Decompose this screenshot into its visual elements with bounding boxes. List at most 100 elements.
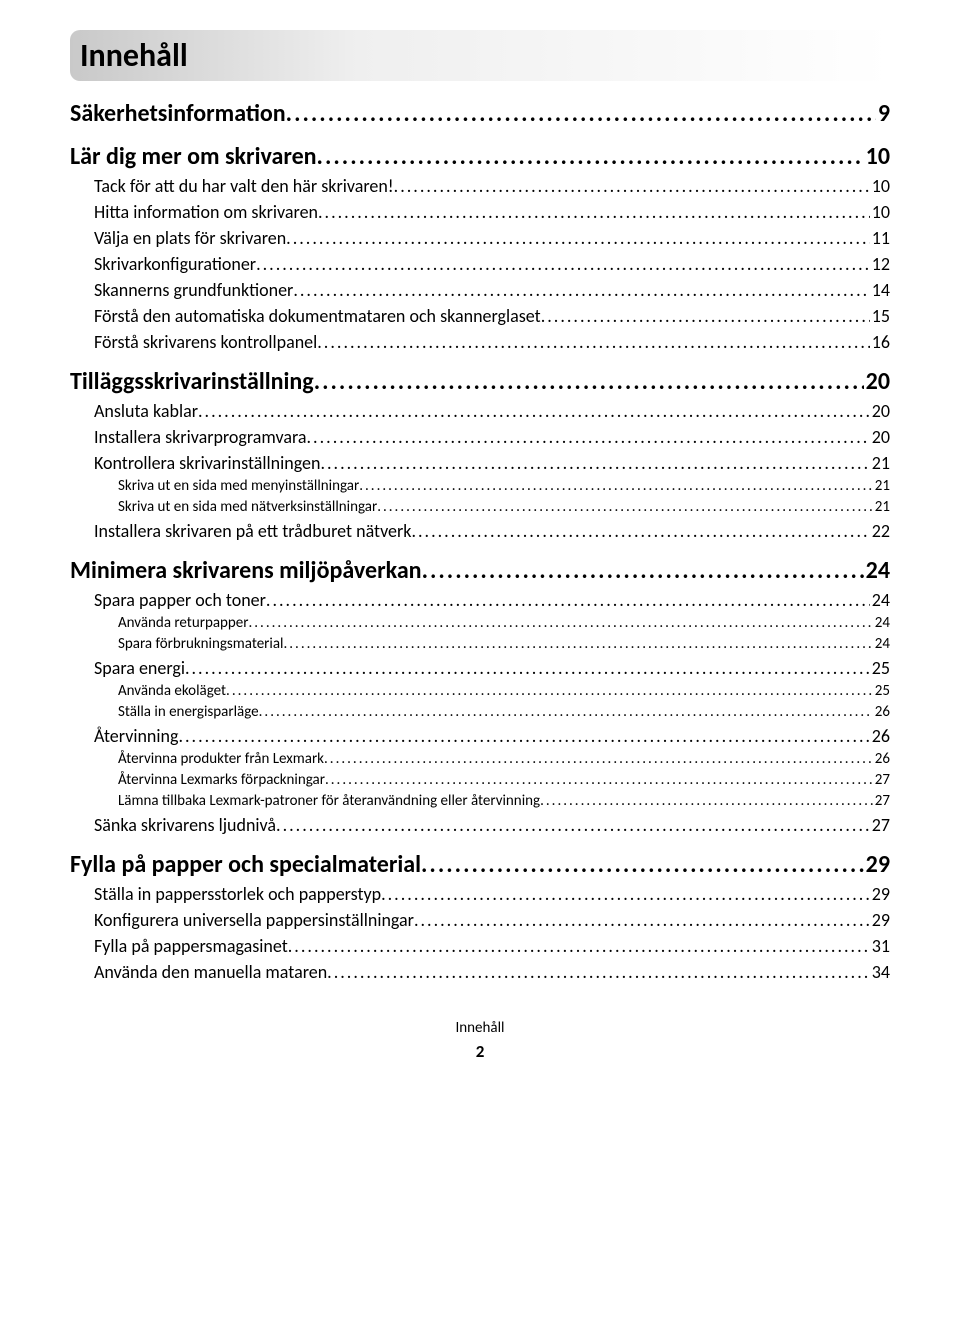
toc-leader-dots xyxy=(266,589,870,611)
toc-label: Spara förbrukningsmaterial xyxy=(118,635,283,653)
toc-leader-dots xyxy=(314,367,864,396)
toc-label: Återvinning xyxy=(94,725,178,747)
toc-leader-dots xyxy=(286,227,870,249)
toc-entry: Tack för att du har valt den här skrivar… xyxy=(94,175,890,197)
toc-leader-dots xyxy=(256,253,870,275)
toc-leader-dots xyxy=(381,883,870,905)
toc-entry: Återvinning 26 xyxy=(94,725,890,747)
toc-label: Återvinna Lexmarks förpackningar xyxy=(118,771,325,789)
toc-label: Konfigurera universella pappersinställni… xyxy=(94,909,414,931)
toc-label: Spara energi xyxy=(94,657,185,679)
toc-label: Skannerns grundfunktioner xyxy=(94,279,293,301)
toc-page-number: 21 xyxy=(873,498,890,516)
toc-entry: Skrivarkonfigurationer 12 xyxy=(94,253,890,275)
toc-page-number: 9 xyxy=(876,99,890,128)
toc-leader-dots xyxy=(178,725,869,747)
toc-page-number: 20 xyxy=(870,426,890,448)
toc-leader-dots xyxy=(293,279,869,301)
toc-page-number: 10 xyxy=(870,175,890,197)
toc-entry: Förstå skrivarens kontrollpanel 16 xyxy=(94,331,890,353)
toc-leader-dots xyxy=(283,635,872,653)
toc-entry: Använda den manuella mataren 34 xyxy=(94,961,890,983)
toc-label: Minimera skrivarens miljöpåverkan xyxy=(70,556,422,585)
toc-entry: Spara papper och toner 24 xyxy=(94,589,890,611)
toc-page-number: 34 xyxy=(870,961,890,983)
footer-page-number: 2 xyxy=(70,1041,890,1062)
toc-label: Installera skrivaren på ett trådburet nä… xyxy=(94,520,411,542)
toc-page-number: 14 xyxy=(870,279,890,301)
toc-page-number: 20 xyxy=(870,400,890,422)
toc-page-number: 22 xyxy=(870,520,890,542)
toc-entry: Återvinna produkter från Lexmark26 xyxy=(118,750,890,768)
toc-label: Tilläggsskrivarinställning xyxy=(70,367,314,396)
toc-leader-dots xyxy=(377,498,873,516)
toc-entry: Använda ekoläget25 xyxy=(118,682,890,700)
toc-label: Använda den manuella mataren xyxy=(94,961,327,983)
toc-leader-dots xyxy=(259,703,873,721)
toc-label: Ansluta kablar xyxy=(94,400,198,422)
toc-leader-dots xyxy=(317,331,869,353)
toc-page-number: 29 xyxy=(864,850,890,879)
toc-leader-dots xyxy=(286,99,876,128)
toc-label: Skrivarkonfigurationer xyxy=(94,253,256,275)
toc-label: Spara papper och toner xyxy=(94,589,266,611)
toc-page-number: 24 xyxy=(864,556,890,585)
toc-page-number: 21 xyxy=(873,477,890,495)
toc-entry: Ansluta kablar 20 xyxy=(94,400,890,422)
toc-leader-dots xyxy=(359,477,873,495)
toc-leader-dots xyxy=(325,771,873,789)
toc-leader-dots xyxy=(320,452,869,474)
toc-label: Installera skrivarprogramvara xyxy=(94,426,307,448)
toc-label: Lär dig mer om skrivaren xyxy=(70,142,317,171)
toc-label: Hitta information om skrivaren xyxy=(94,201,318,223)
toc-label: Återvinna produkter från Lexmark xyxy=(118,750,324,768)
toc-entry: Sänka skrivarens ljudnivå27 xyxy=(94,814,890,836)
toc-entry: Säkerhetsinformation9 xyxy=(70,99,890,128)
toc-entry: Lär dig mer om skrivaren 10 xyxy=(70,142,890,171)
toc-label: Lämna tillbaka Lexmark-patroner för åter… xyxy=(118,792,540,810)
toc-page-number: 24 xyxy=(870,589,890,611)
toc-page-number: 29 xyxy=(870,909,890,931)
toc-entry: Förstå den automatiska dokumentmataren o… xyxy=(94,305,890,327)
toc-label: Förstå skrivarens kontrollpanel xyxy=(94,331,317,353)
toc-page-number: 27 xyxy=(873,792,890,810)
toc-leader-dots xyxy=(411,520,869,542)
toc-leader-dots xyxy=(540,792,873,810)
toc-entry: Installera skrivaren på ett trådburet nä… xyxy=(94,520,890,542)
footer-label: Innehåll xyxy=(70,1019,890,1037)
toc-entry: Använda returpapper24 xyxy=(118,614,890,632)
toc-page-number: 29 xyxy=(870,883,890,905)
toc-label: Förstå den automatiska dokumentmataren o… xyxy=(94,305,541,327)
toc-page-number: 16 xyxy=(870,331,890,353)
toc-leader-dots xyxy=(226,682,873,700)
toc-leader-dots xyxy=(248,614,872,632)
page-title: Innehåll xyxy=(80,36,874,75)
toc-entry: Fylla på pappersmagasinet31 xyxy=(94,935,890,957)
toc-page-number: 20 xyxy=(864,367,890,396)
toc-page-number: 24 xyxy=(873,635,890,653)
toc-page-number: 26 xyxy=(870,725,890,747)
toc-page-number: 10 xyxy=(870,201,890,223)
toc-label: Ställa in energisparläge xyxy=(118,703,259,721)
toc-page-number: 11 xyxy=(870,227,890,249)
toc-entry: Hitta information om skrivaren 10 xyxy=(94,201,890,223)
table-of-contents: Säkerhetsinformation9 Lär dig mer om skri… xyxy=(70,99,890,983)
toc-leader-dots xyxy=(422,556,864,585)
toc-entry: Återvinna Lexmarks förpackningar27 xyxy=(118,771,890,789)
toc-entry: Skriva ut en sida med nätverksinställnin… xyxy=(118,498,890,516)
toc-label: Skriva ut en sida med menyinställningar xyxy=(118,477,359,495)
toc-page-number: 24 xyxy=(873,614,890,632)
toc-leader-dots xyxy=(198,400,870,422)
toc-entry: Minimera skrivarens miljöpåverkan 24 xyxy=(70,556,890,585)
toc-entry: Tilläggsskrivarinställning 20 xyxy=(70,367,890,396)
toc-entry: Konfigurera universella pappersinställni… xyxy=(94,909,890,931)
toc-label: Fylla på papper och specialmaterial xyxy=(70,850,421,879)
toc-leader-dots xyxy=(288,935,870,957)
title-bar: Innehåll xyxy=(70,30,890,81)
toc-leader-dots xyxy=(317,142,864,171)
toc-label: Fylla på pappersmagasinet xyxy=(94,935,288,957)
toc-page-number: 10 xyxy=(864,142,890,171)
toc-label: Ställa in pappersstorlek och papperstyp xyxy=(94,883,381,905)
toc-page-number: 12 xyxy=(870,253,890,275)
toc-entry: Skannerns grundfunktioner 14 xyxy=(94,279,890,301)
